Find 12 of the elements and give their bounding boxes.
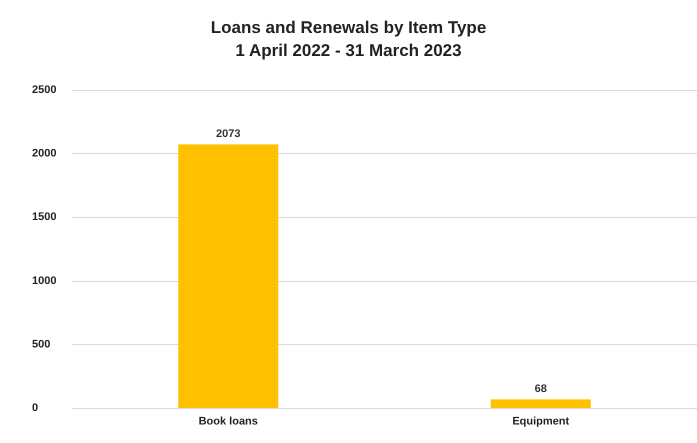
y-tick-label: 1500	[32, 211, 56, 224]
y-tick-label: 2500	[32, 84, 56, 96]
data-label: 68	[534, 382, 547, 395]
chart-title: Loans and Renewals by Item Type	[210, 18, 486, 37]
x-tick-label: Book loans	[198, 416, 258, 428]
y-tick-label: 0	[32, 402, 38, 414]
x-tick-label: Equipment	[512, 416, 570, 428]
y-tick-label: 1000	[32, 274, 56, 287]
data-label: 2073	[216, 128, 240, 140]
chart-subtitle: 1 April 2022 - 31 March 2023	[235, 41, 462, 60]
y-tick-label: 2000	[32, 148, 56, 160]
y-tick-label: 500	[32, 338, 50, 350]
